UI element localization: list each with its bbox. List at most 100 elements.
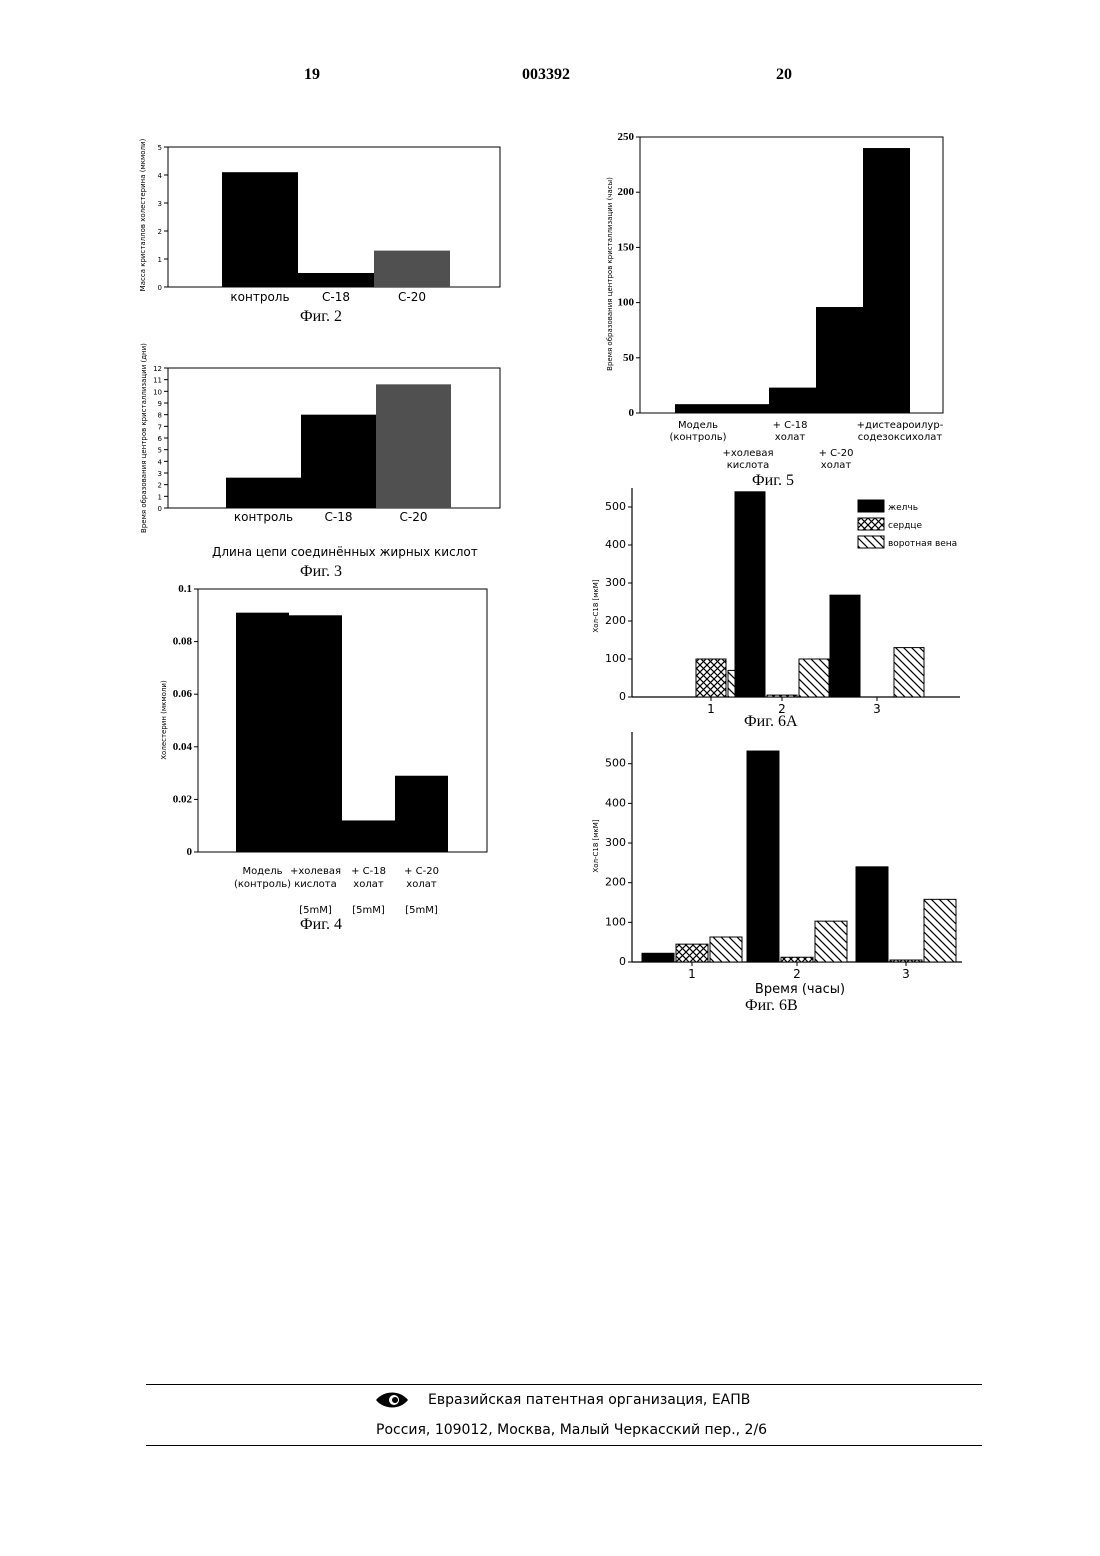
fig6b-caption: Фиг. 6В: [745, 997, 798, 1015]
fig6a-xtick-label: 3: [873, 702, 881, 716]
fig6a-bar-1: [767, 695, 797, 697]
fig2-xtick-label: C-18: [322, 290, 350, 304]
fig6b-ytick-label: 200: [605, 876, 626, 889]
fig4-ytick-label: 0.02: [173, 793, 193, 805]
fig5-xtick-label: холат: [821, 460, 852, 471]
fig6b-xlabel: Время (часы): [755, 982, 845, 997]
fig2-ytick-label: 4: [158, 172, 163, 180]
fig4-xtick-label: холат: [353, 879, 384, 890]
fig3-ytick-label: 4: [158, 458, 163, 466]
fig2-plot-frame: [168, 147, 500, 287]
fig3-ytick-label: 7: [158, 423, 162, 431]
fig4-xtick-label: + C-20: [404, 866, 439, 877]
fig2-xtick-label: C-20: [398, 290, 426, 304]
fig6a-legend-label: сердце: [888, 521, 923, 531]
fig5-caption: Фиг. 5: [752, 472, 794, 490]
fig2-bar: [374, 251, 450, 287]
fig5-ytick-label: 100: [618, 297, 635, 309]
fig3-ytick-label: 6: [158, 435, 163, 443]
fig3-ytick-label: 11: [153, 377, 162, 385]
fig4-ytick-label: 0.06: [173, 688, 193, 700]
fig3-ytick-label: 3: [158, 470, 162, 478]
eapo-logo-icon: [374, 1390, 410, 1410]
fig2-bar: [298, 273, 374, 287]
fig3-xtick-label: контроль: [234, 510, 293, 524]
fig3-ytick-label: 10: [153, 388, 162, 396]
fig5-ytick-label: 250: [618, 131, 635, 143]
fig4-bar: [395, 776, 448, 852]
fig2-bar: [222, 172, 298, 287]
fig2-ytick-label: 1: [158, 256, 162, 264]
fig3-ytick-label: 1: [158, 493, 162, 501]
fig4-ytick-label: 0: [187, 846, 193, 858]
fig5-xtick-label: кислота: [727, 460, 770, 471]
fig6a-ylabel: Хол-C18 [мкМ]: [592, 579, 600, 632]
fig4-ytick-label: 0.08: [173, 636, 193, 648]
fig3-bar: [226, 478, 301, 508]
fig6a-legend-swatch-2: [858, 536, 884, 548]
fig6a-bar-0: [830, 595, 860, 697]
fig4-bar: [342, 820, 395, 852]
fig6b-bar-2: [924, 899, 956, 962]
fig6a-ytick-label: 0: [619, 690, 626, 703]
fig5-xtick-label: +дистеароилур-: [857, 420, 944, 431]
fig4-xtick-label: +холевая: [290, 866, 341, 877]
fig6b-bar-1: [781, 957, 813, 962]
fig3-ytick-label: 8: [158, 412, 162, 420]
fig6b-ytick-label: 500: [605, 757, 626, 770]
fig3-caption: Фиг. 3: [300, 563, 342, 581]
fig6a-ytick-label: 300: [605, 576, 626, 589]
fig6a-xtick-label: 1: [707, 702, 715, 716]
fig5-xtick-label: + C-18: [773, 420, 808, 431]
fig4-xtick-label: холат: [406, 879, 437, 890]
fig6a-legend-label: воротная вена: [888, 539, 957, 549]
fig5-ytick-label: 150: [618, 241, 635, 253]
fig5-ylabel: Время образования центров кристаллизации…: [606, 177, 614, 371]
fig3-ytick-label: 0: [158, 505, 162, 513]
fig6b-bar-2: [710, 937, 742, 962]
fig4-xtick-sublabel: [5mM]: [299, 905, 332, 916]
fig5-bar: [863, 148, 910, 413]
fig5-bar: [816, 307, 863, 413]
fig5-bar: [675, 404, 722, 413]
fig6a-ytick-label: 500: [605, 500, 626, 513]
fig2-ytick-label: 0: [158, 284, 162, 292]
fig6a-ytick-label: 200: [605, 614, 626, 627]
fig4-bar: [289, 615, 342, 852]
fig4-ytick-label: 0.1: [178, 583, 192, 595]
fig6b-xtick-label: 3: [902, 967, 910, 981]
fig5-xtick-label: + C-20: [819, 448, 854, 459]
fig4-ytick-label: 0.04: [173, 741, 193, 753]
fig5-xtick-label: Модель: [678, 420, 718, 431]
fig3-xtick-label: C-20: [400, 510, 428, 524]
fig2-xtick-label: контроль: [230, 290, 289, 304]
fig4-caption: Фиг. 4: [300, 916, 342, 934]
fig6b-xtick-label: 2: [793, 967, 801, 981]
fig2-ytick-label: 5: [158, 144, 162, 152]
fig4-ylabel: Холестерин (мкмоли): [160, 680, 168, 760]
fig3-xlabel: Длина цепи соединённых жирных кислот: [212, 545, 478, 559]
fig5-xtick-label: содезоксихолат: [858, 432, 943, 443]
fig3-ytick-label: 5: [158, 447, 162, 455]
fig4-xtick-label: Модель: [242, 866, 282, 877]
fig3-bar: [376, 384, 451, 508]
fig5-ytick-label: 200: [618, 186, 635, 198]
fig6b-bar-0: [642, 953, 674, 962]
fig6a-legend-swatch-1: [858, 518, 884, 530]
fig6b-xtick-label: 1: [688, 967, 696, 981]
fig6a-ytick-label: 100: [605, 652, 626, 665]
fig6b-bar-0: [856, 867, 888, 962]
fig6a-legend-swatch-0: [858, 500, 884, 512]
fig6a-ytick-label: 400: [605, 538, 626, 551]
fig6a-bar-2: [894, 648, 924, 697]
fig5-bar: [769, 388, 816, 413]
fig6b-bar-2: [815, 921, 847, 962]
fig6b-ytick-label: 300: [605, 836, 626, 849]
fig4-xtick-sublabel: [5mM]: [352, 905, 385, 916]
fig5-bar: [722, 404, 769, 413]
fig6b-ytick-label: 100: [605, 915, 626, 928]
fig4-bar: [236, 613, 289, 852]
fig5-xtick-label: (контроль): [669, 432, 726, 443]
fig6a-bar-0: [735, 492, 765, 697]
